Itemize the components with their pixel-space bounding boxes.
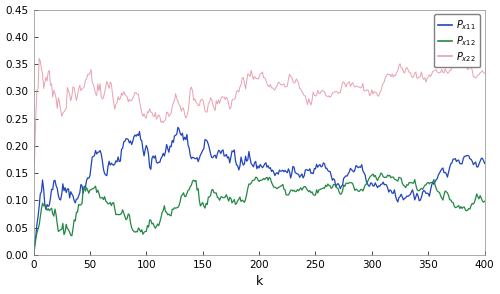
X-axis label: k: k: [256, 275, 262, 288]
Legend: $P_{x11}$, $P_{x12}$, $P_{x22}$: $P_{x11}$, $P_{x12}$, $P_{x22}$: [434, 14, 480, 68]
